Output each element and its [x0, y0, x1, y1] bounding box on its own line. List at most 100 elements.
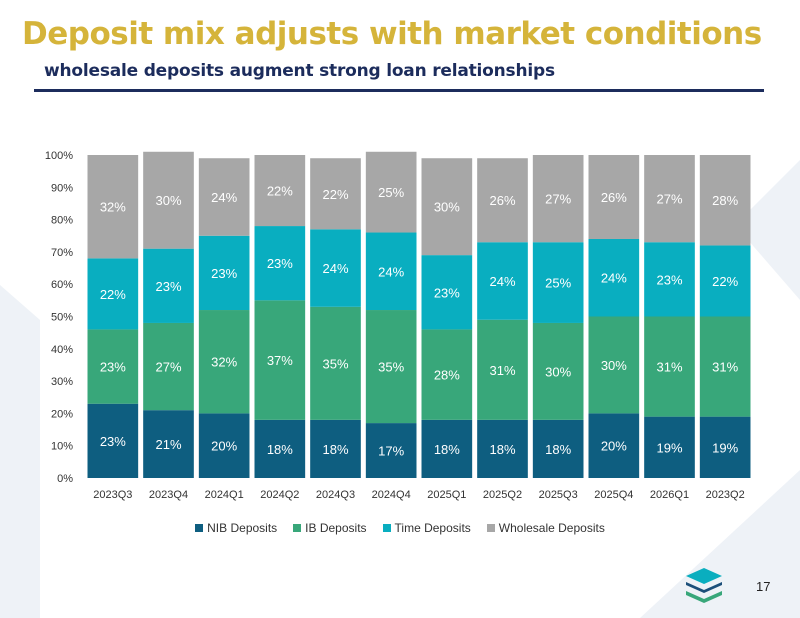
- bar-segment-time-deposits: [254, 226, 306, 301]
- bar-segment-time-deposits: [699, 245, 751, 317]
- data-label: 23%: [155, 279, 181, 294]
- x-tick-label: 2023Q2: [706, 489, 745, 501]
- bar-segment-ib-deposits: [699, 316, 751, 417]
- data-label: 27%: [656, 192, 682, 207]
- data-label: 19%: [712, 440, 738, 455]
- bar-segment-time-deposits: [532, 242, 584, 323]
- bar-segment-ib-deposits: [588, 316, 640, 414]
- bar-segment-ib-deposits: [87, 329, 139, 404]
- data-label: 35%: [378, 360, 404, 375]
- data-label: 18%: [545, 442, 571, 457]
- bar-segment-wholesale-deposits: [143, 151, 194, 249]
- x-tick-label: 2024Q1: [205, 489, 244, 501]
- data-label: 23%: [434, 285, 460, 300]
- data-label: 30%: [155, 193, 181, 208]
- bar-segment-nib-deposits: [198, 413, 250, 478]
- bar-segment-nib-deposits: [310, 419, 361, 478]
- data-label: 31%: [712, 360, 738, 375]
- bar-segment-wholesale-deposits: [699, 155, 751, 246]
- legend-item: IB Deposits: [293, 521, 367, 535]
- y-tick-label: 50%: [51, 312, 73, 324]
- data-label: 35%: [322, 356, 348, 371]
- company-logo-icon: [686, 568, 722, 603]
- data-label: 23%: [211, 266, 237, 281]
- bar-segment-wholesale-deposits: [588, 155, 640, 239]
- data-label: 28%: [434, 368, 460, 383]
- x-tick-label: 2023Q4: [149, 489, 188, 501]
- data-label: 27%: [545, 192, 571, 207]
- bar-segment-nib-deposits: [477, 419, 528, 478]
- bar-segment-time-deposits: [198, 235, 250, 311]
- legend-swatch: [195, 524, 204, 532]
- data-label: 23%: [656, 272, 682, 287]
- data-label: 20%: [211, 439, 237, 454]
- bar-segment-ib-deposits: [365, 310, 417, 424]
- bar-segment-time-deposits: [588, 238, 640, 317]
- x-tick-label: 2023Q3: [93, 489, 132, 501]
- bar-segment-time-deposits: [421, 255, 473, 330]
- data-label: 25%: [378, 185, 404, 200]
- legend-swatch: [293, 524, 302, 532]
- legend-item: Wholesale Deposits: [486, 521, 605, 535]
- legend-label: IB Deposits: [305, 521, 367, 535]
- bar-segment-ib-deposits: [477, 319, 528, 420]
- bar-segment-wholesale-deposits: [644, 155, 695, 243]
- data-label: 24%: [601, 271, 627, 286]
- bar-segment-wholesale-deposits: [198, 158, 250, 236]
- data-label: 23%: [100, 434, 126, 449]
- data-label: 24%: [211, 190, 237, 205]
- y-tick-label: 80%: [51, 215, 73, 227]
- bar-segment-time-deposits: [477, 242, 528, 320]
- x-tick-label: 2025Q2: [483, 489, 522, 501]
- bar-segment-ib-deposits: [143, 322, 194, 411]
- data-label: 26%: [489, 193, 515, 208]
- data-label: 20%: [601, 439, 627, 454]
- data-label: 17%: [378, 444, 404, 459]
- data-label: 23%: [267, 256, 293, 271]
- bar-segment-time-deposits: [365, 232, 417, 311]
- bar-segment-ib-deposits: [644, 316, 695, 417]
- bar-segment-nib-deposits: [532, 419, 584, 478]
- bar-segment-wholesale-deposits: [87, 155, 139, 259]
- bar-segment-nib-deposits: [588, 413, 640, 478]
- data-label: 24%: [322, 261, 348, 276]
- y-tick-label: 70%: [51, 247, 73, 259]
- page-number: 17: [756, 579, 771, 594]
- slide-subtitle: wholesale deposits augment strong loan r…: [44, 61, 555, 81]
- title-divider: [34, 89, 764, 92]
- data-label: 18%: [267, 442, 293, 457]
- legend-label: Time Deposits: [394, 521, 471, 535]
- bar-segment-wholesale-deposits: [477, 158, 528, 243]
- data-label: 32%: [211, 355, 237, 370]
- y-tick-label: 10%: [51, 441, 73, 453]
- legend-label: Wholesale Deposits: [498, 521, 605, 535]
- data-label: 18%: [434, 442, 460, 457]
- data-label: 30%: [434, 200, 460, 215]
- data-label: 37%: [267, 353, 293, 368]
- slide-title: Deposit mix adjusts with market conditio…: [22, 16, 762, 52]
- bar-segment-nib-deposits: [699, 416, 751, 478]
- legend-item: Time Deposits: [382, 521, 471, 535]
- data-label: 32%: [100, 200, 126, 215]
- x-tick-label: 2025Q1: [427, 489, 466, 501]
- data-label: 22%: [322, 187, 348, 202]
- legend-label: NIB Deposits: [207, 521, 278, 535]
- data-label: 22%: [267, 184, 293, 199]
- bar-segment-wholesale-deposits: [365, 151, 417, 233]
- data-label: 26%: [601, 190, 627, 205]
- data-label: 24%: [489, 274, 515, 289]
- x-tick-label: 2026Q1: [650, 489, 689, 501]
- bar-segment-nib-deposits: [87, 403, 139, 478]
- x-tick-label: 2025Q3: [539, 489, 578, 501]
- y-tick-label: 30%: [51, 376, 73, 388]
- bar-segment-nib-deposits: [143, 410, 194, 478]
- data-label: 30%: [545, 364, 571, 379]
- bar-segment-time-deposits: [644, 242, 695, 317]
- legend-item: NIB Deposits: [195, 521, 277, 535]
- x-tick-label: 2025Q4: [594, 489, 633, 501]
- bar-segment-nib-deposits: [421, 419, 473, 478]
- x-tick-label: 2024Q2: [260, 489, 299, 501]
- data-label: 21%: [155, 437, 181, 452]
